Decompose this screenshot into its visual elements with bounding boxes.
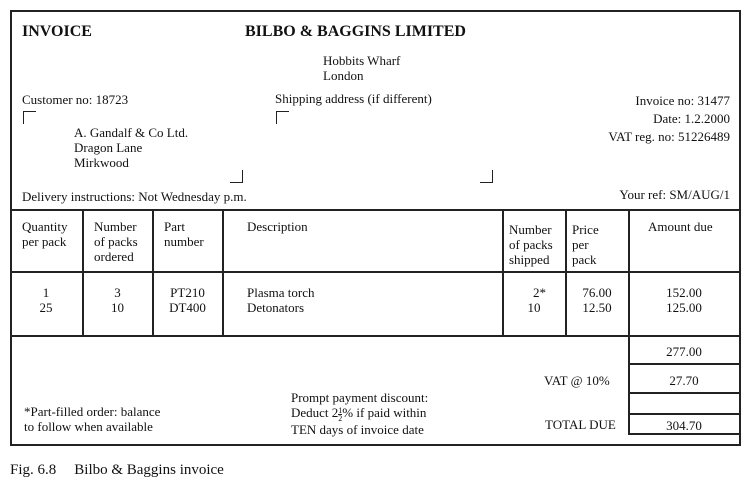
your-reference: Your ref: SM/AUG/1	[619, 187, 730, 202]
cell-price: 76.00	[582, 285, 612, 300]
total-due-value: 304.70	[666, 418, 702, 433]
border-left	[10, 10, 12, 446]
header-line: per	[572, 237, 589, 252]
column-divider	[152, 209, 154, 336]
cell-price: 12.50	[582, 300, 612, 315]
customer-address-line: Dragon Lane	[74, 140, 143, 155]
total-due-label: TOTAL DUE	[545, 417, 616, 432]
cell-part-number: PT210	[170, 285, 205, 300]
invoice-number: Invoice no: 31477	[635, 93, 730, 108]
address-corner-mark	[230, 170, 243, 183]
address-corner-mark	[23, 111, 36, 124]
doc-type-title: INVOICE	[22, 23, 92, 40]
discount-note: Prompt payment discount: Deduct 2 1 2% if …	[291, 390, 428, 437]
column-divider	[82, 209, 84, 336]
column-divider	[222, 209, 224, 336]
cell-packs-shipped: 10	[527, 300, 541, 315]
column-divider	[565, 209, 567, 336]
address-corner-mark	[276, 111, 289, 124]
header-line: Price	[572, 222, 599, 237]
cell-amount: 125.00	[666, 300, 702, 315]
address-corner-mark	[480, 170, 493, 183]
note-line: Prompt payment discount:	[291, 390, 429, 405]
cell-description: Detonators	[247, 300, 305, 315]
header-line: shipped	[509, 252, 550, 267]
note-line: TEN days of invoice date	[291, 421, 424, 437]
customer-address-line: Mirkwood	[74, 155, 129, 170]
delivery-instructions: Delivery instructions: Not Wednesday p.m…	[22, 189, 247, 204]
cell-quantity: 25	[39, 300, 53, 315]
header-line: per pack	[22, 234, 67, 249]
header-line: Number	[509, 222, 552, 237]
header-line: Number	[94, 219, 137, 234]
cell-packs-ordered: 3	[114, 285, 121, 300]
table-top-line	[10, 209, 740, 211]
column-divider	[628, 209, 630, 435]
part-filled-note: *Part-filled order: balance to follow whe…	[24, 404, 160, 434]
col-header-amount: Amount due	[648, 219, 713, 234]
header-line: pack	[572, 252, 597, 267]
company-name: BILBO & BAGGINS LIMITED	[245, 23, 466, 40]
header-line: ordered	[94, 249, 134, 264]
discount-suffix: % if paid within	[342, 405, 427, 420]
vat-reg-number: VAT reg. no: 51226489	[608, 129, 730, 144]
cell-packs-ordered: 10	[111, 300, 124, 315]
header-line: Quantity	[22, 219, 68, 234]
totals-divider	[628, 392, 740, 394]
customer-address-line: A. Gandalf & Co Ltd.	[74, 125, 189, 140]
header-line: Part	[164, 219, 185, 234]
subtotal-value: 277.00	[666, 344, 702, 359]
note-line: *Part-filled order: balance	[24, 404, 161, 419]
figure-title: Bilbo & Baggins invoice	[74, 462, 224, 478]
border-bottom	[10, 444, 741, 446]
cell-part-number: DT400	[169, 300, 206, 315]
totals-divider	[628, 413, 740, 415]
cell-amount: 152.00	[666, 285, 702, 300]
border-right	[739, 10, 741, 446]
cell-packs-shipped: 2*	[533, 285, 546, 300]
border-top	[10, 10, 740, 12]
company-address-line: London	[323, 68, 364, 83]
fraction-denominator: 2	[338, 413, 343, 423]
note-line: Deduct 2 1 2% if paid within	[291, 405, 428, 422]
table-body-line	[10, 335, 740, 337]
column-divider	[502, 209, 504, 336]
cell-quantity: 1	[42, 285, 50, 300]
col-header-description: Description	[247, 219, 308, 234]
invoice-date: Date: 1.2.2000	[653, 111, 730, 126]
company-address-line: Hobbits Wharf	[323, 53, 401, 68]
header-line: number	[164, 234, 204, 249]
discount-prefix: Deduct 2	[291, 405, 339, 420]
totals-divider	[628, 363, 740, 365]
cell-description: Plasma torch	[247, 285, 315, 300]
customer-number: Customer no: 18723	[22, 92, 129, 107]
figure-caption: Fig. 6.8 Bilbo & Baggins invoice	[10, 461, 224, 479]
col-header-packs-ordered: Number of packs ordered	[94, 219, 138, 264]
table-header-line	[10, 271, 740, 273]
col-header-price: Price per pack	[572, 222, 599, 267]
figure-number: Fig. 6.8	[10, 462, 57, 478]
fraction-numerator: 1	[338, 405, 343, 415]
vat-label: VAT @ 10%	[544, 373, 610, 388]
header-line: of packs	[509, 237, 553, 252]
shipping-address-label: Shipping address (if different)	[275, 91, 432, 106]
col-header-part-number: Part number	[164, 219, 204, 249]
col-header-quantity: Quantity per pack	[22, 219, 68, 249]
vat-value: 27.70	[669, 373, 699, 388]
header-line: of packs	[94, 234, 138, 249]
col-header-packs-shipped: Number of packs shipped	[509, 222, 553, 267]
note-line: to follow when available	[24, 419, 153, 434]
totals-divider	[628, 433, 740, 435]
